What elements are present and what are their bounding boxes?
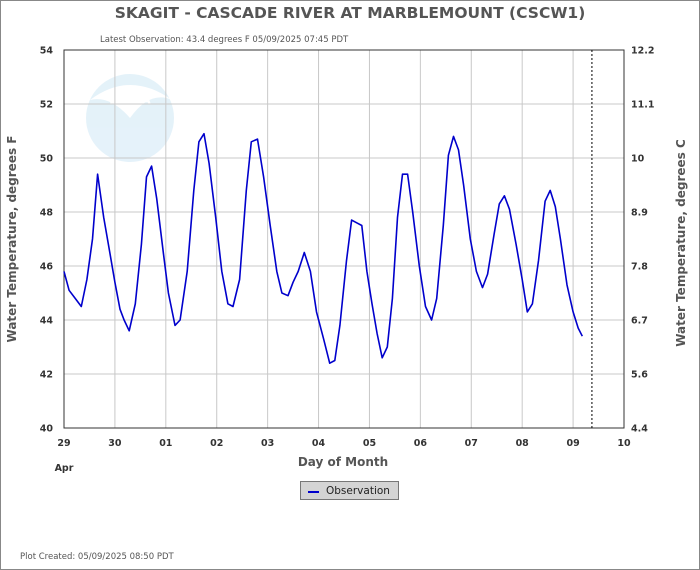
x-axis-title: Day of Month	[298, 455, 388, 469]
y-tick-label-left: 52	[40, 100, 53, 111]
y-tick-label-left: 46	[40, 262, 54, 273]
x-tick-label: 29	[57, 438, 70, 449]
legend-label: Observation	[326, 485, 390, 497]
plot-created-text: Plot Created: 05/09/2025 08:50 PDT	[20, 552, 174, 562]
y-tick-label-right: 12.2	[631, 46, 654, 57]
x-tick-label: 02	[210, 438, 223, 449]
y-tick-label-right: 5.6	[631, 370, 648, 381]
noaa-logo: NOAA	[86, 74, 174, 162]
x-tick-label: 09	[566, 438, 579, 449]
x-tick-label: 04	[312, 438, 326, 449]
y-tick-label-left: 44	[40, 316, 54, 327]
y-tick-label-left: 54	[40, 46, 54, 57]
legend-swatch	[308, 491, 319, 493]
y-tick-label-right: 7.8	[631, 262, 648, 273]
y-tick-label-left: 48	[40, 208, 54, 219]
y-tick-label-left: 50	[40, 154, 54, 165]
x-tick-label: 07	[465, 438, 478, 449]
x-tick-label: 01	[159, 438, 172, 449]
chart-grid	[64, 50, 624, 428]
x-month-label: Apr	[55, 463, 74, 474]
chart-title: SKAGIT - CASCADE RIVER AT MARBLEMOUNT (C…	[114, 4, 586, 22]
x-tick-label: 05	[363, 438, 376, 449]
latest-observation-text: Latest Observation: 43.4 degrees F 05/09…	[100, 35, 349, 45]
x-tick-label: 10	[617, 438, 631, 449]
y-tick-label-right: 8.9	[631, 208, 648, 219]
y-tick-label-right: 11.1	[631, 100, 654, 111]
plot-area-border	[63, 49, 625, 429]
y-axis-right-ticks: 4.4 5.6 6.7 7.8 8.9 10 11.1 12.2	[631, 46, 654, 435]
x-tick-label: 03	[261, 438, 274, 449]
y-axis-left-ticks: 40 42 44 46 48 50 52 54	[40, 46, 54, 435]
y-tick-label-left: 40	[40, 424, 54, 435]
y-axis-right-title: Water Temperature, degrees C	[674, 139, 688, 347]
y-tick-label-right: 4.4	[631, 424, 648, 435]
y-tick-label-right: 10	[631, 154, 645, 165]
x-axis-ticks: 29 30 01 02 03 04 05 06 07 08 09 10	[57, 438, 631, 449]
x-tick-label: 08	[516, 438, 530, 449]
y-axis-left-title: Water Temperature, degrees F	[5, 136, 19, 343]
observation-series-line	[63, 132, 584, 365]
y-tick-label-left: 42	[40, 370, 53, 381]
y-tick-label-right: 6.7	[631, 316, 648, 327]
x-tick-label: 06	[414, 438, 428, 449]
x-tick-label: 30	[108, 438, 122, 449]
legend: Observation	[300, 481, 399, 500]
